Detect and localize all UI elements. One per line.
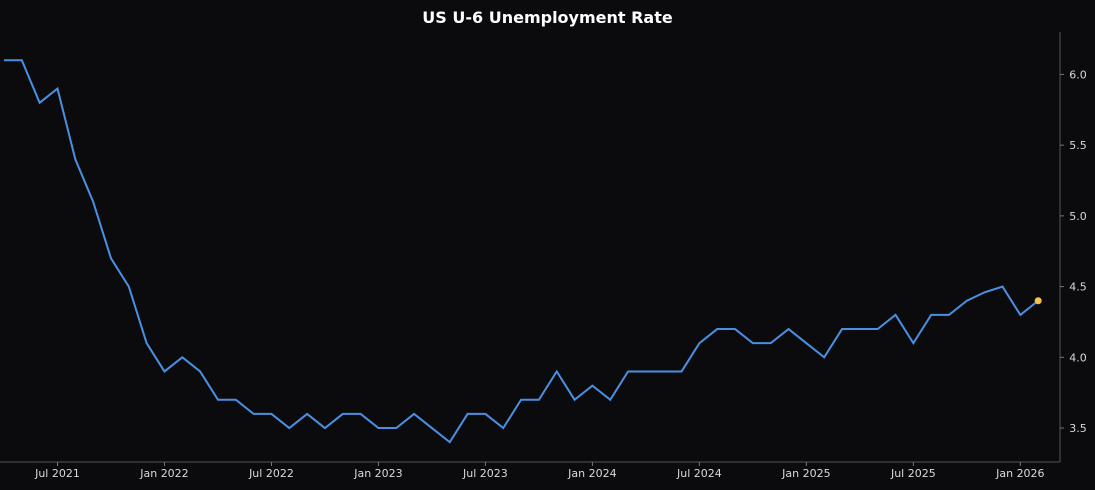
y-axis-ticks: 3.5 4.0 4.5 5.0 5.5 6.0 bbox=[1060, 68, 1087, 435]
x-tick-label: Jan 2023 bbox=[353, 467, 402, 480]
x-axis-ticks: Jul 2021 Jan 2022 Jul 2022 Jan 2023 Jul 2023… bbox=[34, 462, 1045, 480]
x-tick-label: Jul 2022 bbox=[248, 467, 294, 480]
x-tick-label: Jul 2024 bbox=[676, 467, 722, 480]
x-tick-label: Jan 2025 bbox=[781, 467, 830, 480]
y-tick-label: 6.0 bbox=[1069, 68, 1087, 81]
chart-title: US U-6 Unemployment Rate bbox=[422, 8, 673, 27]
x-tick-label: Jul 2021 bbox=[34, 467, 80, 480]
x-tick-label: Jan 2024 bbox=[567, 467, 616, 480]
y-tick-label: 4.5 bbox=[1069, 281, 1087, 294]
latest-value-marker bbox=[1034, 297, 1042, 305]
x-tick-label: Jul 2023 bbox=[462, 467, 508, 480]
y-tick-label: 4.0 bbox=[1069, 351, 1087, 364]
x-tick-label: Jan 2026 bbox=[995, 467, 1044, 480]
y-tick-label: 5.0 bbox=[1069, 210, 1087, 223]
y-tick-label: 3.5 bbox=[1069, 422, 1087, 435]
series-line bbox=[4, 59, 1039, 444]
x-tick-label: Jan 2022 bbox=[139, 467, 188, 480]
x-tick-label: Jul 2025 bbox=[890, 467, 936, 480]
y-tick-label: 5.5 bbox=[1069, 139, 1087, 152]
